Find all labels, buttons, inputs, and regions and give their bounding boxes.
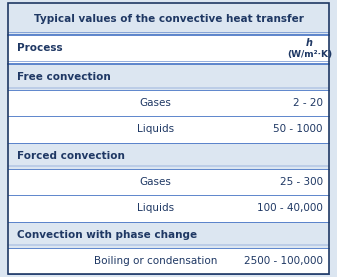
Text: 2 - 20: 2 - 20	[293, 98, 323, 108]
Text: 50 - 1000: 50 - 1000	[273, 124, 323, 135]
Text: Typical values of the convective heat transfer: Typical values of the convective heat tr…	[34, 14, 303, 24]
Bar	[8, 35, 329, 64]
Bar	[8, 116, 329, 143]
Text: Convection with phase change: Convection with phase change	[18, 230, 197, 240]
Text: Gases: Gases	[140, 98, 171, 108]
Bar	[8, 195, 329, 222]
Text: Gases: Gases	[140, 177, 171, 187]
Text: Forced convection: Forced convection	[18, 151, 125, 161]
Text: Liquids: Liquids	[137, 124, 174, 135]
Bar	[8, 64, 329, 90]
Text: Free convection: Free convection	[18, 72, 111, 82]
Text: Boiling or condensation: Boiling or condensation	[94, 256, 217, 266]
Bar	[8, 248, 329, 274]
Text: (W/m²·K): (W/m²·K)	[287, 50, 332, 60]
Bar	[8, 3, 329, 35]
Text: h: h	[306, 38, 313, 48]
Text: 2500 - 100,000: 2500 - 100,000	[244, 256, 323, 266]
Bar	[8, 222, 329, 248]
Bar	[8, 143, 329, 169]
Text: Process: Process	[18, 43, 63, 53]
Text: 100 - 40,000: 100 - 40,000	[257, 203, 323, 214]
Bar	[8, 169, 329, 195]
Text: 25 - 300: 25 - 300	[280, 177, 323, 187]
Bar	[8, 90, 329, 116]
Text: Liquids: Liquids	[137, 203, 174, 214]
